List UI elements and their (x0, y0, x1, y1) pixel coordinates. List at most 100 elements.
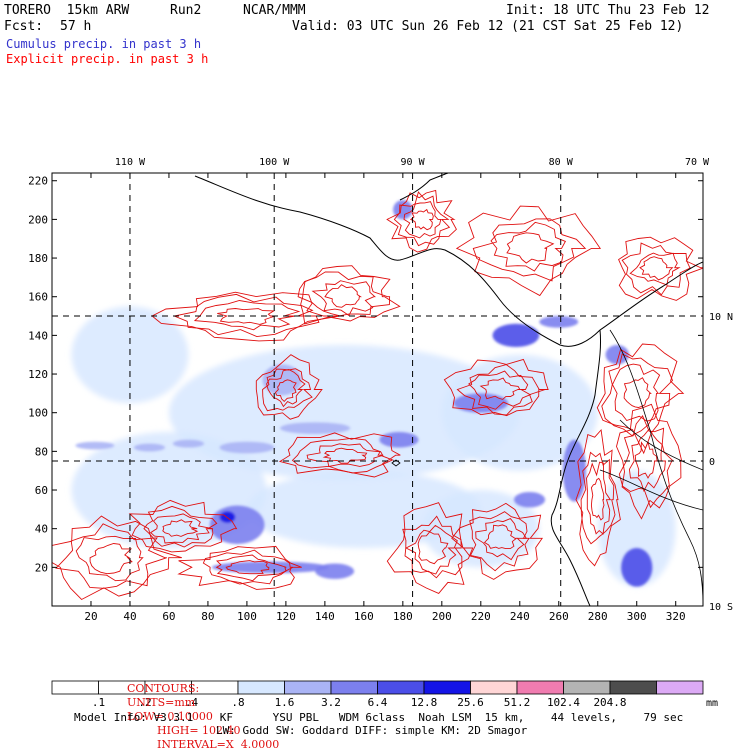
x-tick-label: 220 (471, 610, 491, 623)
model-info-line2: LW: Godd SW: Goddard DIFF: simple KM: 2D… (216, 724, 528, 737)
explicit-precip-contour (300, 265, 401, 325)
latitude-label: 0 (709, 457, 715, 468)
explicit-precip-contour (472, 218, 587, 282)
explicit-precip-contour (202, 549, 294, 585)
border-colombia (619, 419, 703, 471)
cumulus-precip-cell (539, 316, 579, 328)
x-tick-label: 180 (393, 610, 413, 623)
explicit-precip-contour (386, 502, 474, 594)
model-label: TORERO 15km ARW (4, 3, 130, 18)
cumulus-precip-cell (133, 443, 166, 452)
fcst-value: 57 h (60, 19, 92, 34)
explicit-precip-contour (621, 242, 691, 296)
model-info-line1: Model Info: V3.3.1 KF YSU PBL WDM 6class… (74, 711, 684, 724)
explicit-precip-contour (393, 191, 451, 247)
explicit-contour-layer (52, 189, 703, 601)
cumulus-precip-cell (219, 441, 275, 454)
colorbar-level-label: .8 (231, 696, 244, 709)
colorbar-level-label: 51.2 (504, 696, 531, 709)
explicit-precip-contour (490, 221, 567, 272)
explicit-precip-contour (75, 535, 144, 582)
x-tick-label: 120 (276, 610, 296, 623)
cumulus-precip-cell (393, 200, 413, 220)
explicit-precip-contour (590, 477, 605, 521)
explicit-precip-contour (278, 432, 401, 478)
contour-high: HIGH= 102.40 (157, 724, 241, 737)
explicit-precip-contour (628, 428, 666, 493)
explicit-precip-contour (451, 502, 544, 580)
border-peru (599, 469, 703, 511)
colorbar-level-label: 12.8 (411, 696, 438, 709)
explicit-precip-contour (143, 505, 218, 548)
explicit-precip-contour (417, 531, 449, 565)
axis-ticks: 20 40 60 80 100 120 140 160 180 200 220 240 260 280 30… (28, 157, 733, 623)
x-tick-label: 80 (201, 610, 214, 623)
explicit-legend: Explicit precip. in past 3 h (6, 52, 209, 66)
y-tick-label: 80 (35, 445, 48, 458)
center-label: NCAR/MMM (243, 3, 306, 18)
contour-info: CONTOURS: UNITS=mm LOW= 0.10000 HIGH= 10… (120, 668, 279, 752)
colorbar-cell (470, 680, 518, 695)
x-tick-label: 300 (627, 610, 647, 623)
cumulus-precip-cell (209, 505, 265, 545)
y-tick-label: 220 (28, 175, 48, 188)
x-tick-label: 100 (237, 610, 257, 623)
explicit-precip-contour (402, 515, 463, 579)
explicit-precip-contour (639, 256, 674, 281)
explicit-precip-contour (611, 363, 661, 422)
explicit-precip-contour (52, 515, 182, 601)
light-precip-region (441, 354, 598, 471)
colorbar-cell (51, 680, 99, 695)
coastline-yucatan (399, 173, 449, 201)
explicit-precip-contour (255, 354, 323, 420)
cumulus-precip-cell (315, 563, 355, 579)
explicit-precip-contour (634, 440, 658, 479)
y-tick-label: 180 (28, 252, 48, 265)
y-tick-label: 100 (28, 407, 48, 420)
explicit-precip-contour (274, 379, 297, 403)
x-tick-label: 20 (84, 610, 97, 623)
y-tick-label: 140 (28, 329, 48, 342)
cumulus-precip-cell (621, 548, 653, 587)
explicit-precip-contour (162, 519, 199, 537)
cumulus-precip-cell (492, 323, 540, 347)
cumulus-precip-cell (280, 422, 351, 434)
explicit-precip-contour (151, 291, 340, 342)
colorbar-cell (377, 680, 425, 695)
contour-low: LOW= 0.10000 (127, 710, 213, 723)
explicit-precip-contour (455, 205, 602, 297)
init-time: Init: 18 UTC Thu 23 Feb 12 (506, 3, 710, 18)
longitude-label: 100 W (259, 157, 290, 168)
cumulus-precip-cell (513, 491, 546, 508)
colorbar-cell (284, 680, 332, 695)
y-tick-label: 200 (28, 213, 48, 226)
colorbar-cell (516, 680, 564, 695)
longitude-label: 90 W (401, 157, 426, 168)
y-tick-label: 60 (35, 484, 48, 497)
explicit-precip-contour (469, 511, 530, 572)
explicit-precip-contour (262, 368, 313, 412)
explicit-precip-contour (575, 428, 621, 567)
x-tick-label: 140 (315, 610, 335, 623)
coastline-layer (194, 173, 703, 606)
explicit-precip-contour (311, 280, 376, 317)
y-tick-label: 40 (35, 523, 48, 536)
valid-time: Valid: 03 UTC Sun 26 Feb 12 (21 CST Sat … (292, 19, 684, 34)
colorbar-level-label: 25.6 (457, 696, 484, 709)
x-tick-label: 280 (588, 610, 608, 623)
colorbar-level-label: 6.4 (368, 696, 388, 709)
coastline-south-america (550, 329, 602, 606)
cumulus-precip-cell (453, 393, 509, 413)
colorbar-unit: mm (706, 698, 718, 709)
cumulus-precip-cell (562, 439, 587, 502)
explicit-precip-contour (506, 232, 555, 264)
run-label: Run2 (170, 3, 202, 18)
coastline-central-america (194, 175, 703, 347)
explicit-precip-contour (128, 499, 238, 553)
explicit-precip-contour (306, 443, 384, 468)
colorbar-level-label: .4 (185, 696, 199, 709)
explicit-precip-contour (618, 415, 675, 509)
explicit-precip-contour (403, 201, 442, 239)
longitude-label: 110 W (115, 157, 146, 168)
colorbar-level-label: 3.2 (321, 696, 341, 709)
